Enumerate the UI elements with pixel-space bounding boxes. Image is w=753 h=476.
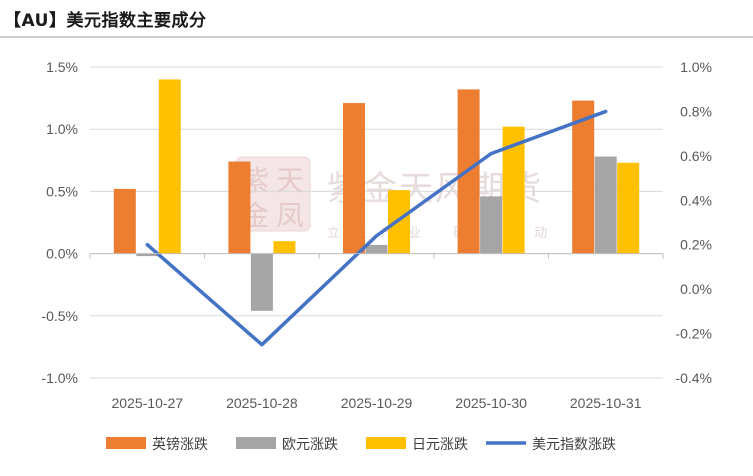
watermark-logo-char: 天: [276, 164, 304, 197]
bar-jpy: [617, 162, 640, 254]
category-label: 2025-10-27: [111, 395, 183, 411]
axes: 1.5% 1.0% 0.5% 0.0% -0.5% -1.0% 1.0% 0.8% 0.6% 0.…: [41, 59, 712, 411]
series-line-dxy: [145, 109, 608, 347]
title-divider: [0, 36, 753, 38]
left-tick-label: -0.5%: [41, 308, 78, 324]
legend-item-gbp-label: 英镑涨跌: [152, 436, 208, 453]
right-tick-label: -0.2%: [675, 326, 712, 342]
bars: [113, 79, 640, 311]
right-tick-label: 0.6%: [680, 148, 712, 164]
category-label: 2025-10-31: [570, 395, 642, 411]
dxy-line: [145, 109, 608, 347]
right-tick-label: 0.2%: [680, 237, 712, 253]
legend: 英镑涨跌 欧元涨跌 日元涨跌 美元指数涨跌: [106, 436, 616, 453]
left-tick-label: -1.0%: [41, 370, 78, 386]
legend-item-jpy-swatch: [366, 437, 406, 449]
left-tick-label: 1.5%: [46, 59, 78, 75]
right-tick-label: 0.4%: [680, 192, 712, 208]
bar-gbp: [572, 100, 595, 254]
bar-eur: [594, 156, 617, 254]
bar-jpy: [388, 190, 410, 254]
bar-jpy: [158, 79, 181, 254]
bar-gbp: [228, 161, 251, 254]
legend-item-eur-label: 欧元涨跌: [282, 437, 338, 453]
right-tick-label: -0.4%: [675, 370, 712, 386]
bar-jpy: [502, 126, 525, 254]
legend-item-eur-swatch: [236, 437, 276, 449]
watermark-logo-char: 凤: [276, 199, 304, 232]
bar-eur: [136, 253, 159, 257]
legend-item-gbp-swatch: [106, 437, 146, 449]
left-tick-label: 0.5%: [46, 183, 78, 199]
right-tick-label: 1.0%: [680, 59, 712, 75]
bar-jpy: [273, 241, 296, 254]
left-tick-label: 1.0%: [46, 121, 78, 137]
legend-item-jpy-label: 日元涨跌: [412, 437, 468, 453]
category-label: 2025-10-30: [455, 395, 527, 411]
bar-eur: [250, 253, 273, 311]
chart-title: 【AU】美元指数主要成分: [4, 11, 207, 31]
legend-item-dxy-label: 美元指数涨跌: [532, 437, 616, 453]
bar-gbp: [343, 103, 365, 254]
bar-eur: [365, 244, 388, 254]
right-tick-label: 0.8%: [680, 103, 712, 119]
bar-eur: [480, 196, 503, 254]
right-tick-label: 0.0%: [680, 281, 712, 297]
left-tick-label: 0.0%: [46, 246, 78, 262]
category-label: 2025-10-28: [226, 395, 298, 411]
bar-gbp: [113, 188, 136, 254]
category-label: 2025-10-29: [341, 395, 413, 411]
